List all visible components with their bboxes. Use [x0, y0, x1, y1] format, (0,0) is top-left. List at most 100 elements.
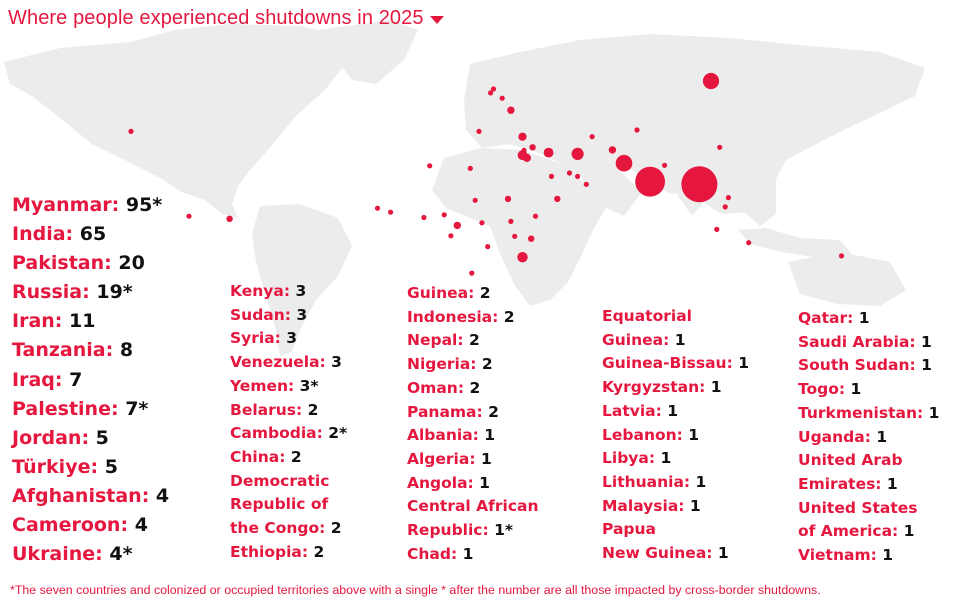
- country-name: Indonesia:: [407, 307, 499, 326]
- shutdown-marker[interactable]: [472, 197, 478, 203]
- shutdown-count: 1: [688, 425, 700, 444]
- country-name: Nigeria:: [407, 355, 477, 374]
- shutdown-count: 1: [921, 332, 932, 351]
- shutdown-marker[interactable]: [485, 244, 491, 250]
- map-title[interactable]: Where people experienced shutdowns in 20…: [8, 7, 444, 30]
- shutdown-marker[interactable]: [566, 170, 573, 176]
- shutdown-marker[interactable]: [388, 209, 394, 215]
- shutdown-marker[interactable]: [529, 144, 536, 151]
- shutdown-marker[interactable]: [571, 147, 584, 160]
- country-entry: Jordan: 5: [12, 424, 169, 453]
- shutdown-marker[interactable]: [615, 154, 633, 172]
- shutdown-marker[interactable]: [554, 195, 561, 203]
- country-name: Uganda:: [798, 427, 871, 446]
- country-entry: Ukraine: 4*: [12, 540, 169, 569]
- shutdown-count: 3: [286, 329, 298, 348]
- country-name: Turkmenistan:: [798, 403, 924, 422]
- shutdown-marker[interactable]: [521, 147, 527, 153]
- shutdown-marker[interactable]: [512, 233, 518, 239]
- country-entry: Republic: 1*: [407, 519, 539, 543]
- shutdown-marker[interactable]: [722, 204, 728, 210]
- land-greenland: [318, 20, 418, 84]
- shutdown-count: 2: [468, 331, 480, 350]
- country-entry: of America: 1: [798, 520, 939, 544]
- shutdown-marker[interactable]: [488, 90, 494, 96]
- country-name: Guinea:: [407, 284, 475, 302]
- country-name: Equatorial: [602, 307, 692, 325]
- shutdown-marker[interactable]: [441, 212, 447, 218]
- shutdown-count: 2*: [328, 424, 348, 443]
- shutdown-marker[interactable]: [518, 132, 527, 141]
- shutdown-marker[interactable]: [421, 214, 427, 221]
- shutdown-marker[interactable]: [548, 173, 555, 179]
- country-entry: Venezuela: 3: [230, 351, 347, 375]
- shutdown-marker[interactable]: [725, 195, 732, 201]
- shutdown-marker[interactable]: [476, 128, 482, 134]
- shutdown-marker[interactable]: [479, 220, 485, 226]
- shutdown-marker[interactable]: [448, 233, 454, 239]
- shutdown-count: 65: [79, 223, 107, 246]
- country-name: United Arab: [798, 451, 903, 470]
- country-entry: Latvia: 1: [602, 400, 749, 424]
- land-layer: [4, 20, 925, 356]
- land-arabia: [578, 164, 642, 216]
- shutdown-marker[interactable]: [427, 163, 433, 169]
- shutdown-count: 3: [295, 282, 307, 300]
- shutdown-count: 1: [858, 309, 870, 327]
- shutdown-marker[interactable]: [504, 195, 512, 203]
- shutdown-marker[interactable]: [583, 181, 589, 187]
- country-entry: Pakistan: 20: [12, 249, 169, 278]
- shutdown-count: 20: [118, 252, 145, 275]
- country-entry: Saudi Arabia: 1: [798, 331, 939, 355]
- country-name: Afghanistan:: [12, 484, 150, 507]
- shutdown-marker[interactable]: [662, 162, 668, 168]
- shutdown-marker[interactable]: [714, 226, 720, 232]
- country-entry: Iran: 11: [12, 307, 169, 336]
- country-entry: China: 2: [230, 446, 347, 470]
- country-entry: Kenya: 3: [230, 280, 347, 304]
- shutdown-marker[interactable]: [543, 147, 554, 158]
- caret-down-icon[interactable]: [429, 15, 444, 24]
- shutdown-marker[interactable]: [522, 153, 532, 162]
- shutdown-count: 1: [876, 427, 888, 446]
- country-entry: Nepal: 2: [407, 329, 539, 353]
- shutdown-count: 1: [660, 449, 672, 468]
- shutdown-count: 8: [119, 339, 134, 362]
- shutdown-marker[interactable]: [467, 165, 473, 171]
- shutdown-marker[interactable]: [374, 205, 381, 211]
- shutdown-marker[interactable]: [517, 252, 528, 263]
- country-entry: Algeria: 1: [407, 448, 539, 472]
- country-name: Iraq:: [12, 368, 63, 391]
- shutdown-marker[interactable]: [635, 166, 665, 197]
- shutdown-marker[interactable]: [226, 215, 233, 222]
- shutdown-marker[interactable]: [838, 253, 845, 259]
- shutdown-count: 1: [480, 449, 492, 468]
- country-entry: Tanzania: 8: [12, 336, 169, 365]
- shutdown-marker[interactable]: [469, 270, 475, 276]
- shutdown-marker[interactable]: [717, 144, 723, 150]
- country-name: Guinea:: [602, 330, 670, 349]
- shutdown-marker[interactable]: [746, 240, 752, 246]
- shutdown-marker[interactable]: [634, 127, 640, 133]
- shutdown-marker[interactable]: [681, 166, 718, 203]
- country-name: Pakistan:: [12, 252, 112, 275]
- shutdown-marker[interactable]: [507, 106, 515, 114]
- shutdown-marker[interactable]: [499, 95, 505, 101]
- country-name: Yemen:: [230, 376, 295, 395]
- country-name: Ukraine:: [12, 543, 103, 566]
- shutdown-marker[interactable]: [702, 72, 720, 90]
- shutdown-count: 2: [307, 400, 319, 419]
- shutdown-marker[interactable]: [128, 128, 134, 134]
- shutdown-marker[interactable]: [589, 134, 595, 140]
- shutdown-marker[interactable]: [575, 173, 581, 179]
- country-entry: Albania: 1: [407, 424, 539, 448]
- country-name: China:: [230, 447, 286, 466]
- shutdown-marker[interactable]: [490, 86, 497, 92]
- shutdown-marker[interactable]: [508, 218, 514, 224]
- shutdown-marker[interactable]: [608, 146, 617, 154]
- shutdown-marker[interactable]: [532, 213, 539, 219]
- shutdown-marker[interactable]: [453, 221, 461, 230]
- shutdown-marker[interactable]: [528, 235, 535, 242]
- shutdown-marker[interactable]: [186, 213, 192, 219]
- country-entry: Emirates: 1: [798, 473, 939, 497]
